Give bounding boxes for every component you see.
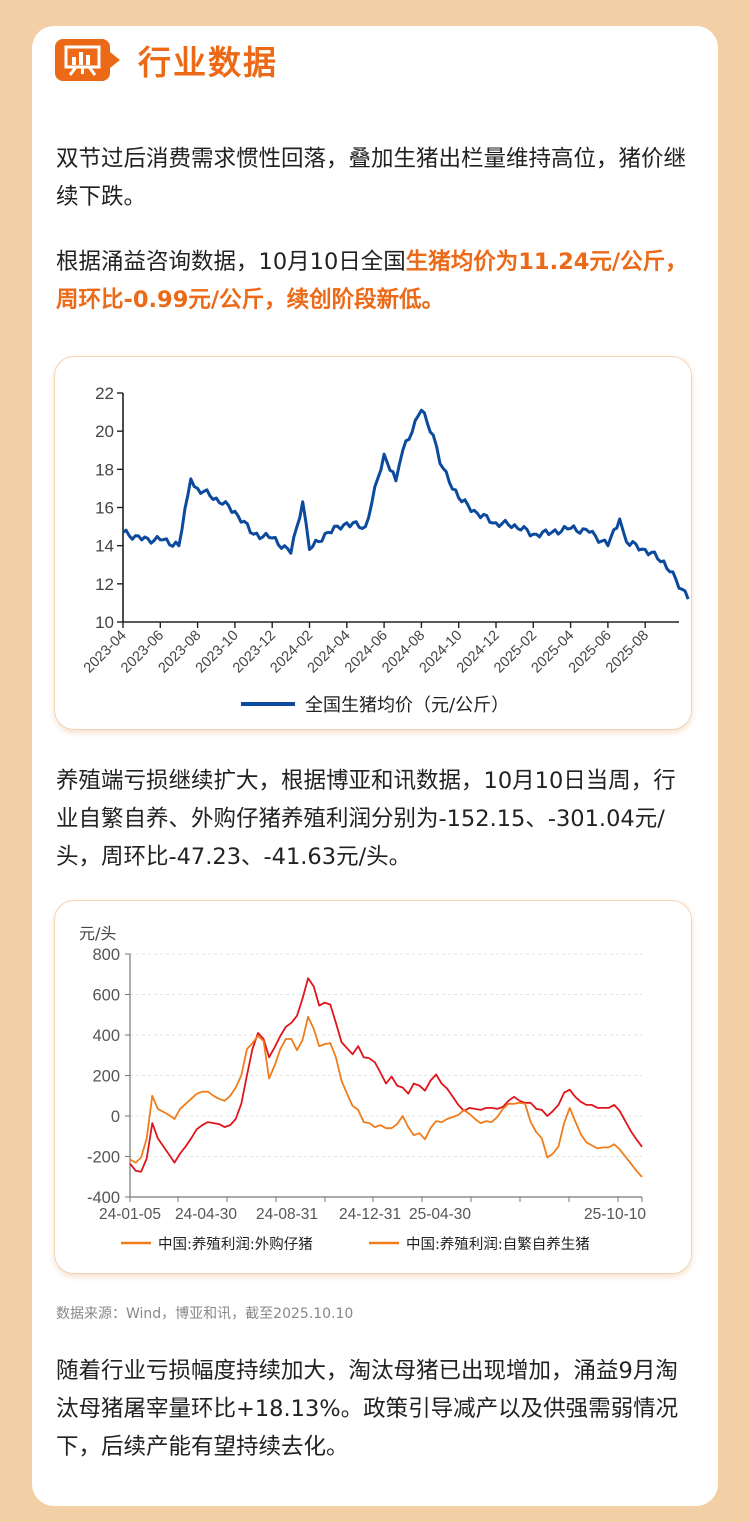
paragraph-market-summary: 双节过后消费需求惯性回落，叠加生猪出栏量维持高位，猪价继续下跌。 (56, 146, 687, 210)
y-tick-label: 22 (95, 384, 114, 403)
section-header: 行业数据 (54, 38, 278, 82)
section-title: 行业数据 (138, 43, 278, 82)
svg-text:24-01-05: 24-01-05 (99, 1206, 161, 1223)
chart-hog-price: 10 12 14 16 18 20 22 2023-04 2023-06 2023-08 2023-… (54, 356, 692, 730)
svg-text:600: 600 (92, 987, 120, 1005)
y-tick-label: 10 (95, 613, 114, 632)
svg-text:中国:养殖利润:外购仔猪: 中国:养殖利润:外购仔猪 (158, 1236, 313, 1253)
svg-text:24-04-30: 24-04-30 (175, 1206, 237, 1223)
svg-text:400: 400 (92, 1027, 120, 1045)
y-tick-label: 12 (95, 575, 114, 594)
paragraph-price-data: 根据涌益咨询数据，10月10日全国生猪均价为11.24元/公斤，周环比-0.99… (56, 243, 698, 319)
svg-text:元/头: 元/头 (79, 924, 116, 943)
svg-text:中国:养殖利润:自繁自养生猪: 中国:养殖利润:自繁自养生猪 (406, 1236, 590, 1253)
hog-price-line-chart: 101214161820222023-042023-062023-082023-… (81, 384, 690, 716)
y-tick-label: 14 (95, 537, 114, 556)
svg-text:800: 800 (92, 946, 120, 964)
y-tick-label: 18 (95, 460, 114, 479)
svg-text:24-12-31: 24-12-31 (339, 1206, 401, 1223)
svg-text:25-04-30: 25-04-30 (409, 1206, 471, 1223)
svg-text:-200: -200 (87, 1149, 120, 1167)
svg-text:25-10-10: 25-10-10 (584, 1206, 646, 1223)
chart-breeding-profit: 元/头 -400 -200 0 200 400 600 800 24-01-05 24-04-30… (54, 900, 692, 1274)
breeding-profit-line-chart: 元/头 -400 -200 0 200 400 600 800 24-01-05 24-04-30… (79, 924, 646, 1253)
presentation-chart-icon (54, 38, 136, 82)
price-data-highlight: 生猪均价为11.24元/公斤，周环比-0.99元/公斤，续创阶段新低。 (56, 249, 688, 313)
svg-text:200: 200 (92, 1068, 120, 1086)
svg-text:0: 0 (111, 1108, 120, 1126)
paragraph-outlook: 随着行业亏损幅度持续加大，淘汰母猪已出现增加，涌益9月淘汰母猪屠宰量环比+18.… (56, 1358, 679, 1460)
y-tick-label: 16 (95, 499, 114, 518)
y-tick-label: 20 (95, 422, 114, 441)
data-source-note: 数据来源：Wind，博亚和讯，截至2025.10.10 (56, 1306, 354, 1322)
svg-text:全国生猪均价（元/公斤）: 全国生猪均价（元/公斤） (305, 695, 509, 716)
paragraph-profit-data: 养殖端亏损继续扩大，根据博亚和讯数据，10月10日当周，行业自繁自养、外购仔猪养… (56, 768, 676, 870)
svg-text:24-08-31: 24-08-31 (256, 1206, 318, 1223)
svg-text:-400: -400 (87, 1189, 120, 1207)
price-data-prefix: 根据涌益咨询数据，10月10日全国 (56, 249, 406, 275)
